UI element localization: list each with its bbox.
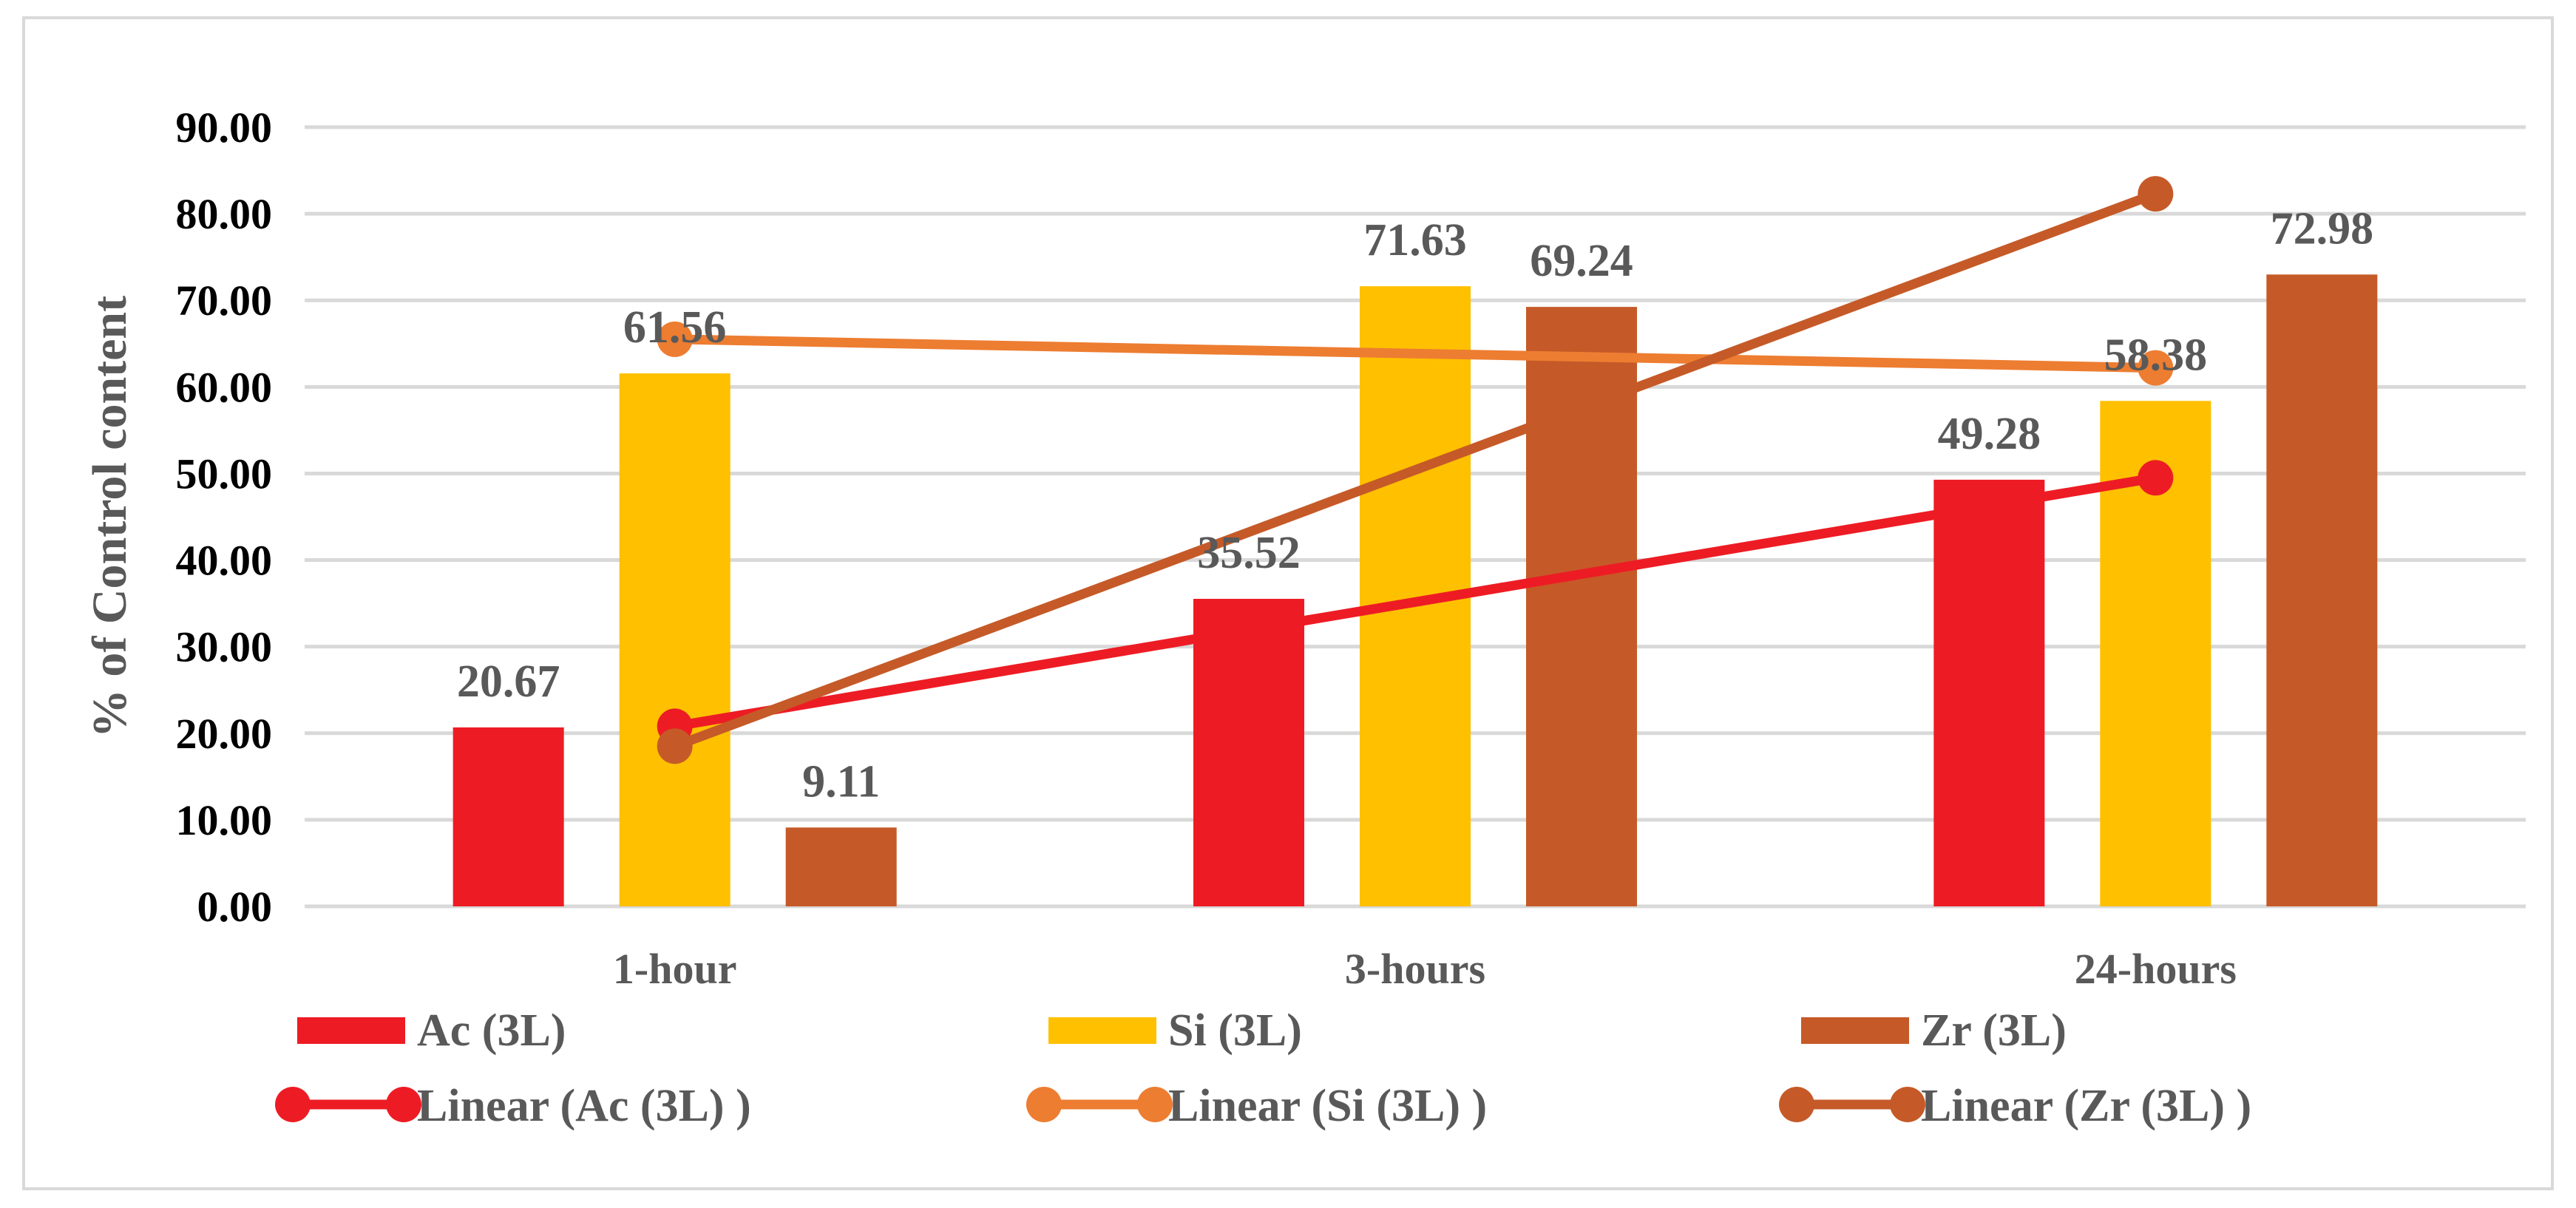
legend-swatch: [297, 1017, 405, 1044]
bar: [2266, 274, 2378, 906]
legend-label: Linear (Zr (3L) ): [1921, 1081, 2251, 1131]
bar: [1193, 599, 1304, 906]
x-tick-label: 24-hours: [2075, 945, 2237, 993]
data-label: 61.56: [623, 302, 727, 353]
trendline-marker: [657, 728, 693, 764]
legend-label: Si (3L): [1168, 1005, 1302, 1056]
legend-marker: [1779, 1087, 1814, 1122]
data-label: 71.63: [1363, 215, 1467, 265]
legend-label: Zr (3L): [1921, 1005, 2067, 1056]
axis-layer: 0.00 10.00 20.00 30.00 40.00 50.00 60.00 70.00 8…: [83, 104, 2237, 993]
trendline-marker: [657, 321, 693, 357]
y-tick-label: 30.00: [176, 623, 273, 671]
x-tick-label: 3-hours: [1345, 945, 1485, 993]
y-tick-label: 20.00: [176, 710, 273, 758]
legend-marker: [1026, 1087, 1062, 1122]
y-tick-label: 40.00: [176, 537, 273, 585]
data-label: 72.98: [2271, 203, 2374, 254]
trendline: [670, 472, 2160, 731]
trendline: [670, 334, 2160, 373]
legend-label: Linear (Ac (3L) ): [417, 1081, 751, 1131]
data-label: 58.38: [2104, 330, 2208, 380]
legend-swatch: [1048, 1017, 1156, 1044]
bar: [785, 827, 897, 906]
bar: [1933, 479, 2045, 906]
x-tick-label: 1-hour: [613, 945, 737, 993]
y-tick-label: 90.00: [176, 104, 273, 152]
legend-marker: [1890, 1087, 1925, 1122]
trend-layer: [657, 176, 2174, 764]
trendline-marker: [2138, 350, 2174, 386]
data-label: 20.67: [457, 656, 560, 707]
y-tick-label: 70.00: [176, 276, 273, 325]
data-label: 69.24: [1530, 236, 1633, 286]
trendline-marker: [2138, 460, 2174, 496]
data-label: 49.28: [1938, 409, 2041, 459]
y-tick-label: 50.00: [176, 449, 273, 498]
label-layer: 20.67 35.52 49.28 61.56 71.63 58.38 9.11 69.24 7…: [457, 203, 2373, 807]
legend-marker: [275, 1087, 311, 1122]
y-tick-label: 10.00: [176, 796, 273, 844]
legend-label: Ac (3L): [417, 1005, 566, 1056]
y-axis-title: % of Control content: [83, 296, 137, 738]
legend-swatch: [1801, 1017, 1909, 1044]
y-tick-label: 0.00: [197, 883, 273, 931]
y-tick-label: 80.00: [176, 190, 273, 238]
legend-layer: Ac (3L) Si (3L) Zr (3L) Linear (Ac (3L) ) Li…: [275, 1005, 2251, 1131]
legend-label: Linear (Si (3L) ): [1168, 1081, 1487, 1131]
bar: [453, 727, 564, 906]
data-label: 35.52: [1197, 528, 1301, 578]
y-tick-label: 60.00: [176, 363, 273, 411]
trendline-marker: [2138, 176, 2174, 212]
legend-marker: [1137, 1087, 1173, 1122]
trendline: [670, 189, 2160, 751]
legend-marker: [386, 1087, 421, 1122]
bar: [619, 373, 731, 907]
data-label: 9.11: [802, 756, 880, 807]
